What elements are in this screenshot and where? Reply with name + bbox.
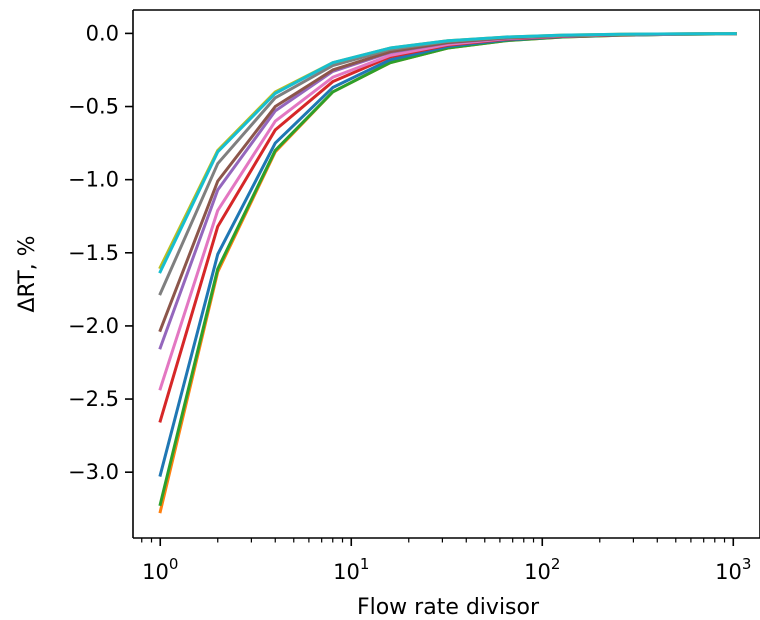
x-tick-label: 100 [142,555,178,584]
y-tick-label: −3.0 [68,460,119,484]
series-line-3 [158,32,737,477]
series-line-6 [158,32,737,350]
y-tick-label: −2.5 [68,387,119,411]
y-tick-label: −1.0 [68,168,119,192]
x-tick-label: 102 [524,555,560,584]
y-tick-label: −0.5 [68,95,119,119]
series-line-4 [158,32,737,423]
plot-lines [158,32,737,514]
y-tick-label: −2.0 [68,314,119,338]
series-line-1 [158,32,737,514]
series-line-10 [158,32,737,274]
axes-frame [132,9,760,539]
y-axis-title: ΔRT, % [15,235,40,312]
x-axis-title: Flow rate divisor [357,595,540,620]
y-tick-label: −1.5 [68,241,119,265]
x-tick-label: 101 [333,555,369,584]
series-line-2 [158,32,737,507]
x-tick-label: 103 [715,555,751,584]
series-line-7 [158,32,737,333]
x-axis-ticks: 100 101 102 103 [141,538,751,584]
y-axis-ticks: 0.0 −0.5 −1.0 −1.5 −2.0 −2.5 −3.0 [68,21,133,484]
y-tick-label: 0.0 [86,21,119,45]
